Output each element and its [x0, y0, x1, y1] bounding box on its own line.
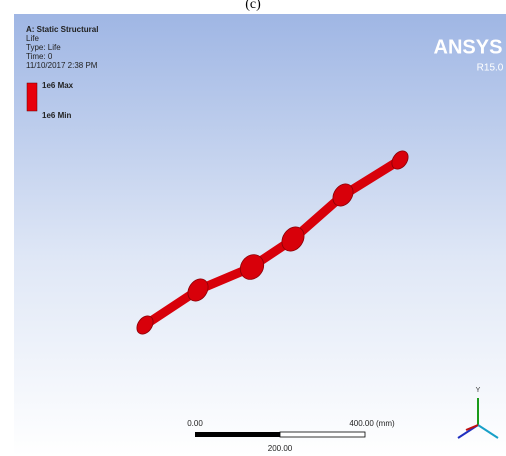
triad-y-label: Y	[476, 387, 481, 394]
legend-swatch	[27, 83, 37, 111]
legend-date: 11/10/2017 2:38 PM	[26, 61, 98, 70]
legend-min: 1e6 Min	[42, 111, 71, 120]
page: (c) A: Static Structural Life Type: Life…	[0, 0, 506, 456]
legend-time: Time: 0	[26, 52, 53, 61]
scale-start: 0.00	[187, 419, 203, 428]
scale-mid: 200.00	[268, 444, 293, 453]
legend-type: Type: Life	[26, 43, 61, 52]
legend-max: 1e6 Max	[42, 81, 74, 90]
logo-brand: ANSYS	[434, 36, 503, 58]
scale-bar	[195, 432, 365, 437]
scale-end: 400.00 (mm)	[349, 419, 395, 428]
screenshot: (c) A: Static Structural Life Type: Life…	[0, 0, 506, 456]
legend-title: A: Static Structural	[26, 25, 98, 34]
logo-version: R15.0	[477, 63, 504, 74]
figure-label: (c)	[245, 0, 261, 12]
viewport	[14, 14, 506, 456]
legend-result: Life	[26, 34, 39, 43]
